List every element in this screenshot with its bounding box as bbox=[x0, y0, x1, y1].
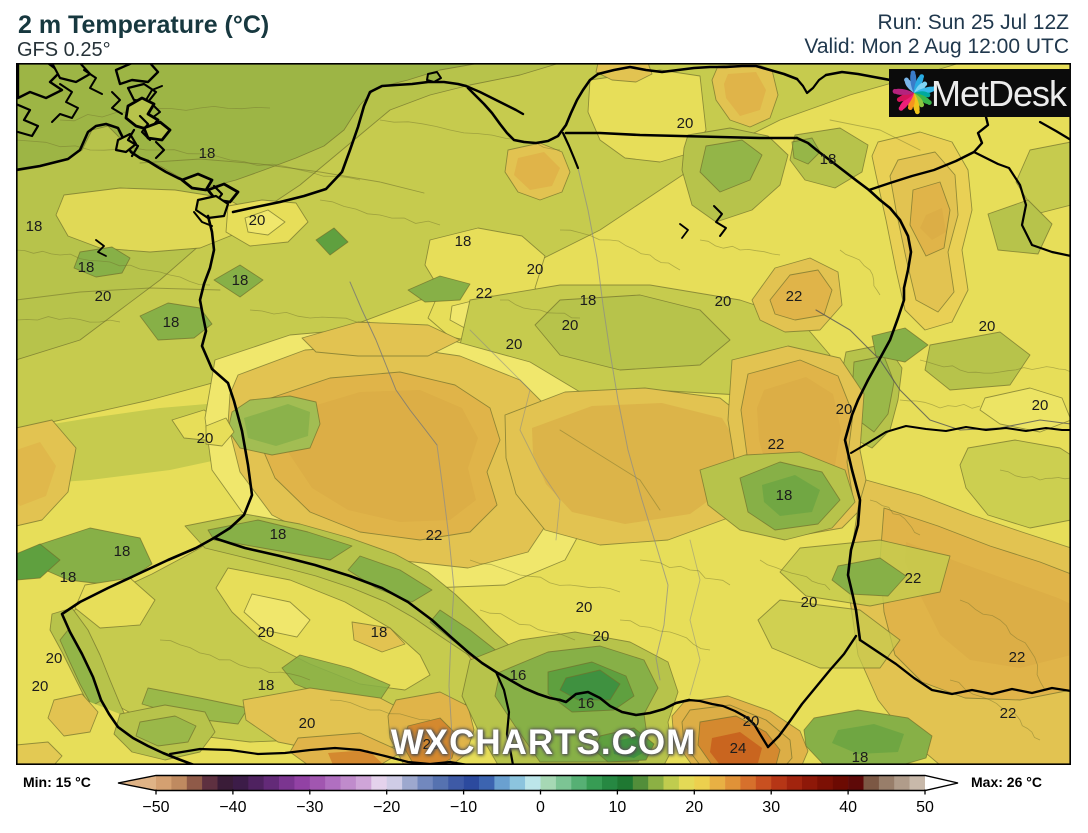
svg-text:20: 20 bbox=[423, 736, 440, 753]
svg-text:20: 20 bbox=[743, 713, 760, 730]
svg-text:40: 40 bbox=[839, 799, 857, 816]
svg-text:18: 18 bbox=[776, 487, 793, 504]
svg-text:16: 16 bbox=[578, 695, 595, 712]
svg-text:22: 22 bbox=[768, 436, 785, 453]
svg-text:18: 18 bbox=[60, 569, 77, 586]
svg-text:20: 20 bbox=[562, 317, 579, 334]
svg-text:20: 20 bbox=[1032, 397, 1049, 414]
svg-text:18: 18 bbox=[852, 749, 869, 765]
svg-text:18: 18 bbox=[163, 314, 180, 331]
svg-text:22: 22 bbox=[476, 285, 493, 302]
svg-text:18: 18 bbox=[258, 677, 275, 694]
svg-text:18: 18 bbox=[580, 292, 597, 309]
svg-text:18: 18 bbox=[371, 624, 388, 641]
svg-text:20: 20 bbox=[258, 624, 275, 641]
svg-text:20: 20 bbox=[836, 401, 853, 418]
svg-text:18: 18 bbox=[78, 259, 95, 276]
svg-text:20: 20 bbox=[677, 115, 694, 132]
svg-text:18: 18 bbox=[199, 145, 216, 162]
svg-text:20: 20 bbox=[299, 715, 316, 732]
svg-text:0: 0 bbox=[536, 799, 545, 816]
svg-text:20: 20 bbox=[197, 430, 214, 447]
svg-text:22: 22 bbox=[905, 570, 922, 587]
svg-text:22: 22 bbox=[786, 288, 803, 305]
svg-text:20: 20 bbox=[506, 336, 523, 353]
svg-text:30: 30 bbox=[762, 799, 780, 816]
svg-text:−20: −20 bbox=[373, 799, 400, 816]
svg-text:−30: −30 bbox=[296, 799, 323, 816]
svg-text:18: 18 bbox=[26, 218, 43, 235]
svg-text:18: 18 bbox=[455, 233, 472, 250]
svg-text:22: 22 bbox=[1009, 649, 1026, 666]
svg-text:20: 20 bbox=[593, 628, 610, 645]
svg-text:MetDesk: MetDesk bbox=[931, 73, 1068, 114]
svg-text:50: 50 bbox=[916, 799, 934, 816]
svg-text:20: 20 bbox=[95, 288, 112, 305]
svg-text:10: 10 bbox=[609, 799, 627, 816]
svg-text:−50: −50 bbox=[142, 799, 169, 816]
svg-text:20: 20 bbox=[979, 318, 996, 335]
svg-text:20: 20 bbox=[685, 799, 703, 816]
svg-text:20: 20 bbox=[801, 594, 818, 611]
svg-text:−10: −10 bbox=[450, 799, 477, 816]
svg-text:20: 20 bbox=[576, 599, 593, 616]
svg-text:18: 18 bbox=[114, 543, 131, 560]
svg-text:−40: −40 bbox=[219, 799, 246, 816]
svg-text:18: 18 bbox=[232, 272, 249, 289]
svg-text:18: 18 bbox=[270, 526, 287, 543]
svg-text:20: 20 bbox=[527, 261, 544, 278]
svg-text:24: 24 bbox=[730, 740, 747, 757]
svg-text:20: 20 bbox=[32, 678, 49, 695]
svg-text:20: 20 bbox=[715, 293, 732, 310]
svg-text:16: 16 bbox=[510, 667, 527, 684]
svg-text:20: 20 bbox=[46, 650, 63, 667]
svg-text:18: 18 bbox=[820, 151, 837, 168]
svg-text:22: 22 bbox=[1000, 705, 1017, 722]
svg-text:22: 22 bbox=[426, 527, 443, 544]
svg-text:20: 20 bbox=[249, 212, 266, 229]
